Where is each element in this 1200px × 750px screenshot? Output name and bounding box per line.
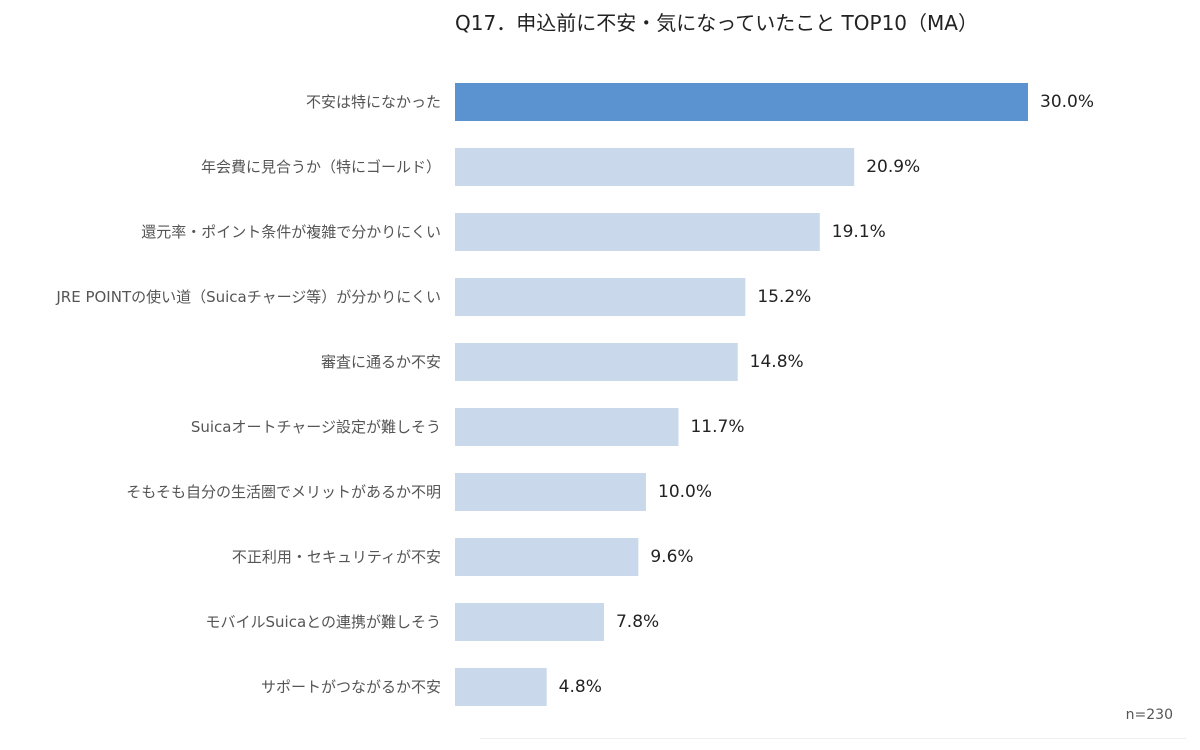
sample-size-note: n=230 [1125, 707, 1173, 723]
value-label-10: 4.8% [559, 677, 602, 697]
bar-10 [455, 668, 547, 706]
value-label-5: 14.8% [750, 352, 804, 372]
value-label-9: 7.8% [616, 612, 659, 632]
value-label-6: 11.7% [690, 417, 744, 437]
value-label-4: 15.2% [757, 287, 811, 307]
category-label-10: サポートがつながるか不安 [261, 678, 441, 696]
bar-3 [455, 213, 820, 251]
bars-layer [455, 83, 1028, 706]
category-label-5: 審査に通るか不安 [321, 353, 441, 371]
bar-2 [455, 148, 855, 186]
value-label-3: 19.1% [832, 222, 886, 242]
category-label-2: 年会費に見合うか（特にゴールド） [201, 158, 441, 176]
category-label-3: 還元率・ポイント条件が複雑で分かりにくい [141, 223, 441, 241]
category-label-4: JRE POINTの使い道（Suicaチャージ等）が分かりにくい [55, 288, 441, 306]
bar-4 [455, 278, 746, 316]
category-label-8: 不正利用・セキュリティが不安 [232, 548, 441, 566]
chart-title: Q17．申込前に不安・気になっていたこと TOP10（MA） [455, 11, 978, 35]
bar-8 [455, 538, 639, 576]
bar-5 [455, 343, 738, 381]
category-label-7: そもそも自分の生活圏でメリットがあるか不明 [126, 483, 441, 501]
category-label-6: Suicaオートチャージ設定が難しそう [191, 418, 441, 436]
bottom-divider [480, 738, 1186, 739]
bar-7 [455, 473, 646, 511]
bar-1 [455, 83, 1028, 121]
value-label-7: 10.0% [658, 482, 712, 502]
value-label-2: 20.9% [866, 157, 920, 177]
category-label-1: 不安は特になかった [306, 93, 441, 111]
labels-layer: 不安は特になかった 30.0% 年会費に見合うか（特にゴールド） 20.9% 還元率・ポ… [55, 92, 1094, 697]
value-label-1: 30.0% [1040, 92, 1094, 112]
bar-9 [455, 603, 604, 641]
value-label-8: 9.6% [650, 547, 693, 567]
bar-6 [455, 408, 679, 446]
category-label-9: モバイルSuicaとの連携が難しそう [206, 613, 442, 631]
